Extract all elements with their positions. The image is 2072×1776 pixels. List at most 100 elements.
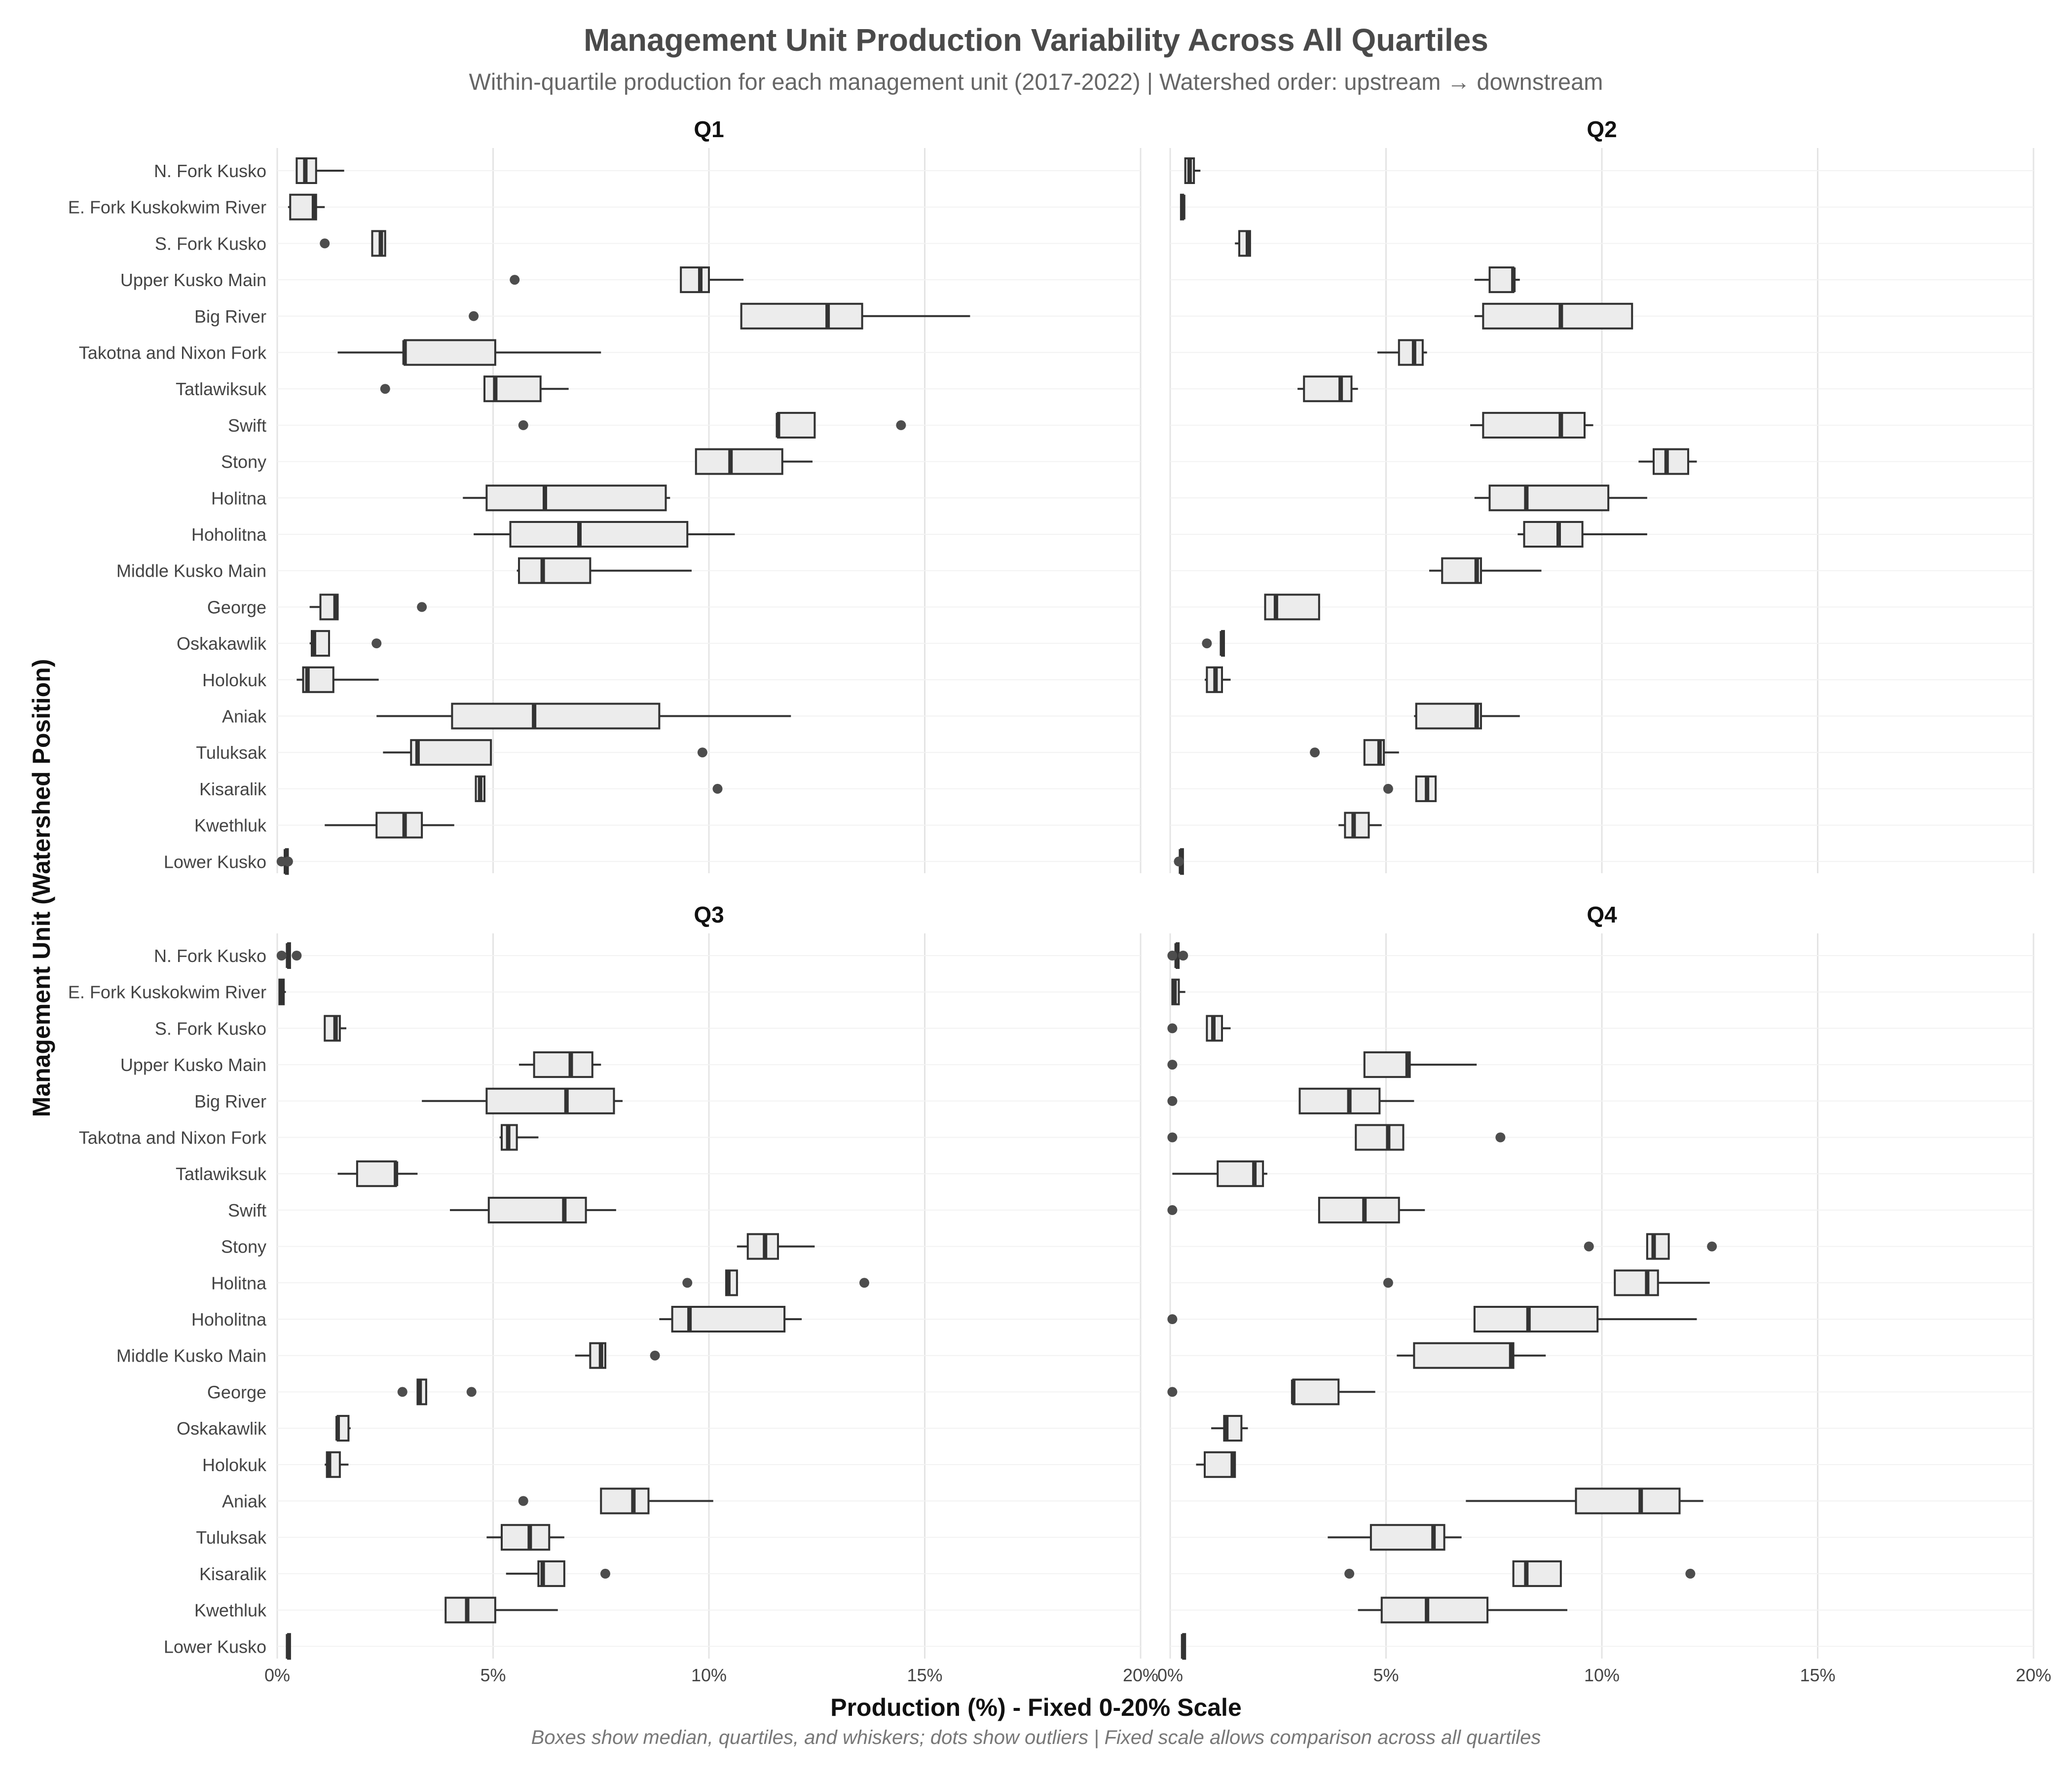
y-tick-label: Stony bbox=[221, 452, 266, 472]
box-big-river bbox=[1298, 1087, 1381, 1114]
outlier-takotna-and-nixon-fork bbox=[1495, 1132, 1506, 1143]
x-tick-label: 20% bbox=[1123, 1665, 1158, 1685]
y-tick-label: Lower Kusko bbox=[164, 851, 266, 872]
box-big-river bbox=[1482, 302, 1633, 330]
box-george bbox=[1264, 593, 1320, 621]
outlier-aniak bbox=[518, 1496, 528, 1506]
box-upper-kusko-main bbox=[533, 1051, 593, 1078]
y-tick-label: Middle Kusko Main bbox=[116, 1346, 266, 1366]
outlier-n-fork-kusko bbox=[276, 951, 287, 961]
y-tick-label: Aniak bbox=[222, 706, 267, 727]
y-tick-label: Takotna and Nixon Fork bbox=[79, 1128, 267, 1148]
x-tick-label: 0% bbox=[1157, 1665, 1183, 1685]
outlier-kisaralik bbox=[712, 783, 723, 794]
y-tick-label: Holokuk bbox=[202, 670, 267, 690]
box-swift bbox=[777, 411, 816, 439]
box-kwethluk bbox=[444, 1596, 496, 1624]
box-kisaralik bbox=[1512, 1560, 1562, 1587]
box-george bbox=[1292, 1378, 1340, 1406]
y-tick-label: N. Fork Kusko bbox=[154, 946, 266, 966]
outlier-big-river bbox=[469, 311, 479, 321]
box-aniak bbox=[600, 1487, 650, 1515]
box-middle-kusko-main bbox=[1413, 1342, 1515, 1369]
box-upper-kusko-main bbox=[1488, 266, 1515, 294]
y-tick-label: S. Fork Kusko bbox=[155, 233, 266, 254]
y-tick-label: Big River bbox=[194, 1091, 266, 1111]
chart-subtitle: Within-quartile production for each mana… bbox=[469, 69, 1603, 95]
y-tick-label: Hoholitna bbox=[191, 524, 267, 545]
x-tick-label: 15% bbox=[907, 1665, 942, 1685]
box-aniak bbox=[1415, 703, 1482, 730]
outlier-holitna bbox=[682, 1278, 693, 1288]
y-tick-label: Lower Kusko bbox=[164, 1636, 266, 1657]
box-hoholitna bbox=[1523, 521, 1584, 548]
box-takotna-and-nixon-fork bbox=[1355, 1124, 1405, 1151]
outlier-swift bbox=[518, 420, 528, 430]
box-upper-kusko-main bbox=[1363, 1051, 1411, 1078]
box-swift bbox=[1482, 411, 1586, 439]
box-swift bbox=[487, 1196, 587, 1223]
outlier-swift bbox=[1167, 1205, 1178, 1215]
box-stony bbox=[1646, 1233, 1670, 1260]
y-tick-label: Kwethluk bbox=[194, 1600, 267, 1621]
box-kwethluk bbox=[375, 812, 423, 839]
panel-title-q2: Q2 bbox=[1587, 116, 1617, 142]
box-aniak bbox=[1575, 1487, 1681, 1515]
outlier-n-fork-kusko bbox=[1167, 951, 1178, 961]
box-big-river bbox=[485, 1087, 615, 1114]
y-tick-label: Big River bbox=[194, 306, 266, 327]
outlier-hoholitna bbox=[1167, 1314, 1178, 1324]
outlier-middle-kusko-main bbox=[650, 1350, 660, 1361]
outlier-upper-kusko-main bbox=[510, 275, 520, 285]
box-swift bbox=[1318, 1196, 1400, 1223]
outlier-big-river bbox=[1167, 1096, 1178, 1106]
outlier-tatlawiksuk bbox=[380, 384, 390, 394]
outlier-stony bbox=[1584, 1241, 1594, 1252]
outlier-tuluksak bbox=[697, 747, 707, 758]
y-tick-label: Swift bbox=[228, 1200, 266, 1221]
box-tatlawiksuk bbox=[1303, 375, 1353, 403]
box-kwethluk bbox=[1380, 1596, 1489, 1624]
box-holitna bbox=[1488, 484, 1610, 512]
y-tick-label: Tatlawiksuk bbox=[176, 1164, 267, 1184]
box-hoholitna bbox=[509, 521, 689, 548]
y-tick-label: Aniak bbox=[222, 1491, 267, 1512]
outlier-oskakawlik bbox=[371, 638, 382, 649]
box-holokuk bbox=[1204, 1451, 1236, 1478]
panel-title-q3: Q3 bbox=[694, 902, 724, 927]
y-tick-label: Upper Kusko Main bbox=[120, 1055, 266, 1075]
outlier-s-fork-kusko bbox=[320, 238, 330, 249]
panel-title-q4: Q4 bbox=[1587, 902, 1617, 927]
box-aniak bbox=[451, 703, 661, 730]
box-big-river bbox=[740, 302, 863, 330]
panel-title-q1: Q1 bbox=[694, 116, 724, 142]
y-tick-label: E. Fork Kuskokwim River bbox=[68, 197, 266, 218]
box-upper-kusko-main bbox=[680, 266, 710, 294]
box-holitna bbox=[485, 484, 667, 512]
outlier-george bbox=[397, 1387, 407, 1397]
chart-title: Management Unit Production Variability A… bbox=[584, 22, 1488, 58]
box-stony bbox=[695, 448, 783, 475]
chart-caption: Boxes show median, quartiles, and whiske… bbox=[531, 1727, 1541, 1748]
y-tick-label: Tuluksak bbox=[196, 742, 267, 763]
outlier-s-fork-kusko bbox=[1167, 1023, 1178, 1034]
outlier-holitna bbox=[859, 1278, 869, 1288]
y-tick-label: N. Fork Kusko bbox=[154, 161, 266, 181]
box-takotna-and-nixon-fork bbox=[1398, 339, 1424, 366]
outlier-oskakawlik bbox=[1202, 638, 1212, 649]
y-tick-label: Tatlawiksuk bbox=[176, 379, 267, 399]
x-tick-label: 0% bbox=[264, 1665, 290, 1685]
outlier-stony bbox=[1707, 1241, 1717, 1252]
y-tick-label: E. Fork Kuskokwim River bbox=[68, 982, 266, 1002]
outlier-kisaralik bbox=[1344, 1568, 1355, 1579]
y-tick-label: Holitna bbox=[211, 1273, 267, 1293]
box-tuluksak bbox=[501, 1524, 551, 1551]
y-tick-label: Stony bbox=[221, 1237, 266, 1257]
y-tick-label: Middle Kusko Main bbox=[116, 561, 266, 581]
outlier-n-fork-kusko bbox=[292, 951, 302, 961]
box-hoholitna bbox=[1473, 1306, 1599, 1332]
outlier-george bbox=[1167, 1387, 1178, 1397]
y-tick-label: Tuluksak bbox=[196, 1527, 267, 1548]
x-axis-label: Production (%) - Fixed 0-20% Scale bbox=[830, 1694, 1242, 1721]
